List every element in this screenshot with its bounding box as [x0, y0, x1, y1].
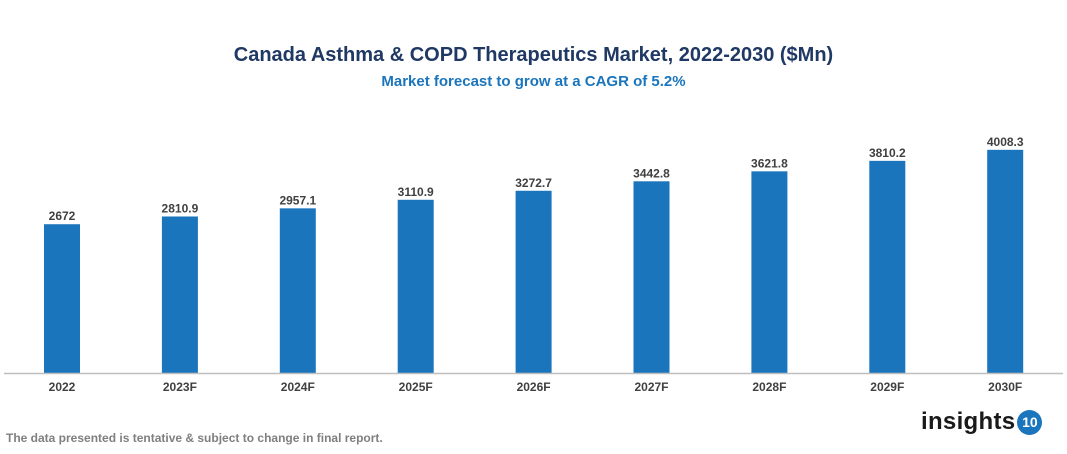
bar [397, 199, 434, 373]
data-label: 4008.3 [987, 135, 1024, 149]
bar [279, 208, 316, 373]
data-label: 3272.7 [515, 176, 552, 190]
data-label: 2672 [49, 209, 76, 223]
chart-title: Canada Asthma & COPD Therapeutics Market… [233, 44, 834, 66]
x-tick-label: 2023F [163, 380, 197, 394]
x-tick-label: 2028F [752, 380, 786, 394]
x-tick-label: 2024F [281, 380, 315, 394]
x-tick-label: 2027F [634, 380, 668, 394]
insights10-logo: insights 10 [921, 408, 1043, 436]
chart-subtitle: Market forecast to grow at a CAGR of 5.2… [381, 73, 686, 90]
x-tick-label: 2030F [988, 380, 1022, 394]
data-label: 3621.8 [751, 156, 788, 170]
data-label: 3442.8 [633, 166, 670, 180]
x-tick-label: 2022 [49, 380, 76, 394]
bar [987, 149, 1024, 373]
x-tick-label: 2029F [870, 380, 904, 394]
logo-badge: 10 [1017, 409, 1043, 435]
bar [751, 171, 788, 373]
logo-text: insights [921, 408, 1016, 435]
data-label: 3810.2 [869, 146, 906, 160]
data-label: 2810.9 [162, 201, 199, 215]
bar [44, 224, 80, 373]
bar [161, 216, 198, 373]
bar [633, 181, 670, 373]
data-label: 2957.1 [279, 193, 316, 207]
data-label: 3110.9 [398, 185, 434, 199]
footnote: The data presented is tentative & subjec… [6, 431, 383, 445]
x-tick-label: 2026F [517, 380, 551, 394]
x-tick-label: 2025F [399, 380, 433, 394]
bar [869, 160, 906, 373]
bar [515, 190, 552, 373]
